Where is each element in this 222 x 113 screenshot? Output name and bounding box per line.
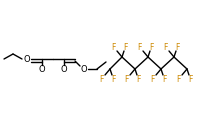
- Text: F: F: [163, 43, 167, 52]
- Text: O: O: [24, 55, 30, 64]
- Text: F: F: [137, 43, 141, 52]
- Text: F: F: [111, 75, 115, 84]
- Text: F: F: [124, 75, 128, 84]
- Text: F: F: [123, 43, 127, 52]
- Text: F: F: [162, 75, 166, 84]
- Text: F: F: [176, 75, 180, 84]
- Text: F: F: [136, 75, 140, 84]
- Text: O: O: [61, 65, 67, 74]
- Text: F: F: [188, 75, 192, 84]
- Text: F: F: [175, 43, 179, 52]
- Text: F: F: [149, 43, 153, 52]
- Text: F: F: [111, 43, 115, 52]
- Text: F: F: [150, 75, 154, 84]
- Text: O: O: [39, 65, 45, 74]
- Text: O: O: [81, 65, 87, 74]
- Text: F: F: [99, 75, 103, 84]
